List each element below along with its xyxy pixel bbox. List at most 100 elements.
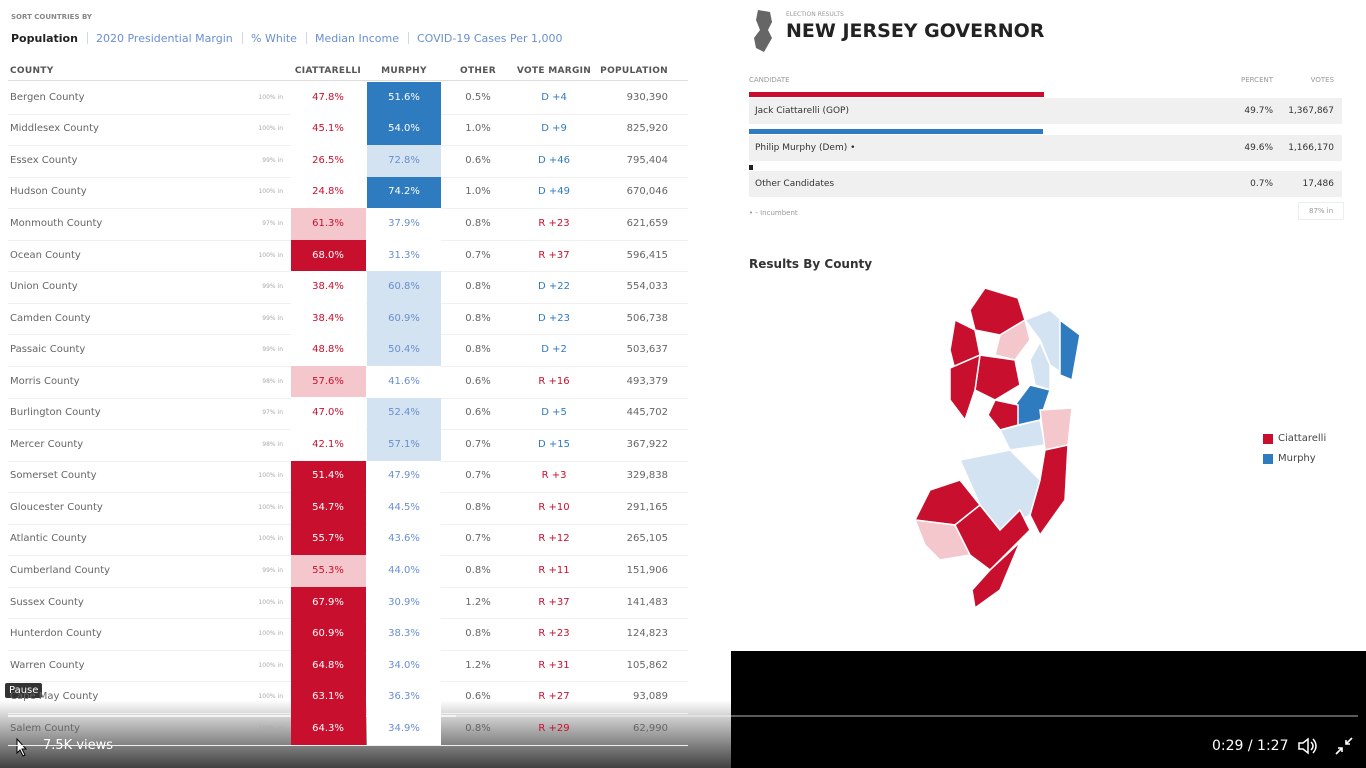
county-name: Hudson County xyxy=(10,186,87,198)
results-header: PERCENT xyxy=(1241,76,1273,84)
sort-option[interactable]: Median Income xyxy=(315,32,399,45)
county-name: Cape May County xyxy=(10,691,99,703)
cursor-icon xyxy=(16,737,28,757)
ciattarelli-pct: 60.9% xyxy=(312,628,344,640)
legend-label: Ciattarelli xyxy=(1278,433,1327,444)
other-pct: 0.8% xyxy=(465,344,491,356)
murphy-pct: 57.1% xyxy=(388,438,420,450)
ciattarelli-cell xyxy=(291,365,366,398)
reporting: 98% in xyxy=(262,377,283,385)
murphy-pct: 60.8% xyxy=(388,281,420,293)
sort-option[interactable]: COVID-19 Cases Per 1,000 xyxy=(417,32,563,45)
vote-margin: D +2 xyxy=(541,344,567,356)
county xyxy=(971,541,1021,610)
population: 141,483 xyxy=(626,596,668,608)
header-line xyxy=(8,80,688,81)
vote-margin: R +23 xyxy=(538,628,570,640)
murphy-cell xyxy=(367,302,441,335)
county xyxy=(1059,318,1081,382)
population: 621,659 xyxy=(626,217,668,229)
ciattarelli-pct: 64.3% xyxy=(312,722,344,734)
results-header: VOTES xyxy=(1310,76,1334,84)
population: 596,415 xyxy=(626,249,668,261)
ciattarelli-cell xyxy=(291,176,366,209)
county-name: Bergen County xyxy=(10,91,85,103)
other-pct: 0.8% xyxy=(465,312,491,324)
ciattarelli-pct: 55.3% xyxy=(312,565,344,577)
murphy-cell xyxy=(367,492,441,524)
ciattarelli-pct: 63.1% xyxy=(312,691,344,703)
separator xyxy=(87,32,88,44)
ciattarelli-pct: 64.8% xyxy=(312,659,344,671)
sort-option[interactable]: 2020 Presidential Margin xyxy=(96,32,233,45)
murphy-pct: 31.3% xyxy=(388,249,420,261)
candidate-name: Philip Murphy (Dem) • xyxy=(755,142,856,153)
reporting: 98% in xyxy=(262,440,283,448)
progress-track[interactable] xyxy=(8,715,1358,717)
county-map xyxy=(913,287,1081,610)
counties xyxy=(913,287,1081,610)
other-pct: 0.8% xyxy=(465,628,491,640)
candidate-name: Jack Ciattarelli (GOP) xyxy=(755,106,849,116)
county-name: Essex County xyxy=(10,154,78,166)
candidate-row xyxy=(749,98,1342,124)
candidate-bar xyxy=(749,128,1044,134)
time: 0:29 / 1:27 xyxy=(1212,738,1289,754)
reporting: 100% in xyxy=(258,693,283,701)
candidate-votes: 17,486 xyxy=(1302,179,1335,189)
volume-button[interactable] xyxy=(1296,736,1320,756)
other-pct: 0.8% xyxy=(465,501,491,513)
candidate-votes: 1,166,170 xyxy=(1288,142,1334,153)
vote-margin: D +49 xyxy=(538,186,570,198)
reporting: 99% in xyxy=(262,314,283,322)
county-name: Hunterdon County xyxy=(10,628,102,640)
ciattarelli-pct: 24.8% xyxy=(312,186,344,198)
reporting: 87% in xyxy=(1298,202,1345,220)
reporting: 100% in xyxy=(258,251,283,259)
county-name: Salem County xyxy=(10,722,80,734)
reporting: 100% in xyxy=(258,630,283,638)
ciattarelli-pct: 45.1% xyxy=(312,123,344,135)
ciattarelli-cell xyxy=(291,618,366,650)
tooltip: Pause xyxy=(5,683,43,698)
county-name: Ocean County xyxy=(10,249,81,261)
other-pct: 0.6% xyxy=(465,375,491,387)
murphy-pct: 38.3% xyxy=(388,628,420,640)
murphy-cell xyxy=(367,334,441,366)
population: 291,165 xyxy=(626,501,668,513)
murphy-cell xyxy=(367,618,441,650)
county-name: Somerset County xyxy=(10,470,97,482)
population: 329,838 xyxy=(626,470,668,482)
reporting: 99% in xyxy=(262,346,283,354)
exit-fullscreen-button[interactable] xyxy=(1334,736,1354,756)
candidate-votes: 1,367,867 xyxy=(1288,106,1334,116)
nj-icon xyxy=(754,10,772,52)
candidate-percent: 49.7% xyxy=(1244,106,1273,116)
map-title: Results By County xyxy=(749,257,873,271)
vote-margin: R +12 xyxy=(538,533,570,545)
murphy-cell xyxy=(367,208,441,240)
ciattarelli-pct: 57.6% xyxy=(312,375,344,387)
county-name: Gloucester County xyxy=(10,501,103,513)
county xyxy=(994,318,1031,361)
other-pct: 0.8% xyxy=(465,281,491,293)
sort-option[interactable]: % White xyxy=(251,32,297,45)
vote-margin: D +5 xyxy=(541,407,567,419)
vote-margin: D +4 xyxy=(541,91,567,103)
other-pct: 0.5% xyxy=(465,91,491,103)
murphy-pct: 74.2% xyxy=(388,186,420,198)
other-pct: 1.0% xyxy=(465,186,491,198)
ciattarelli-cell xyxy=(291,586,366,619)
population: 445,702 xyxy=(626,407,668,419)
murphy-cell xyxy=(367,429,441,461)
row-line xyxy=(8,744,688,746)
ciattarelli-pct: 26.5% xyxy=(312,154,344,166)
sort-option[interactable]: Population xyxy=(11,32,78,45)
other-pct: 0.7% xyxy=(465,533,491,545)
pause-button[interactable] xyxy=(14,737,28,757)
reporting: 97% in xyxy=(262,409,283,417)
ciattarelli-cell xyxy=(291,334,366,366)
ciattarelli-cell xyxy=(291,492,366,524)
separator xyxy=(408,32,409,44)
population: 670,046 xyxy=(626,186,668,198)
